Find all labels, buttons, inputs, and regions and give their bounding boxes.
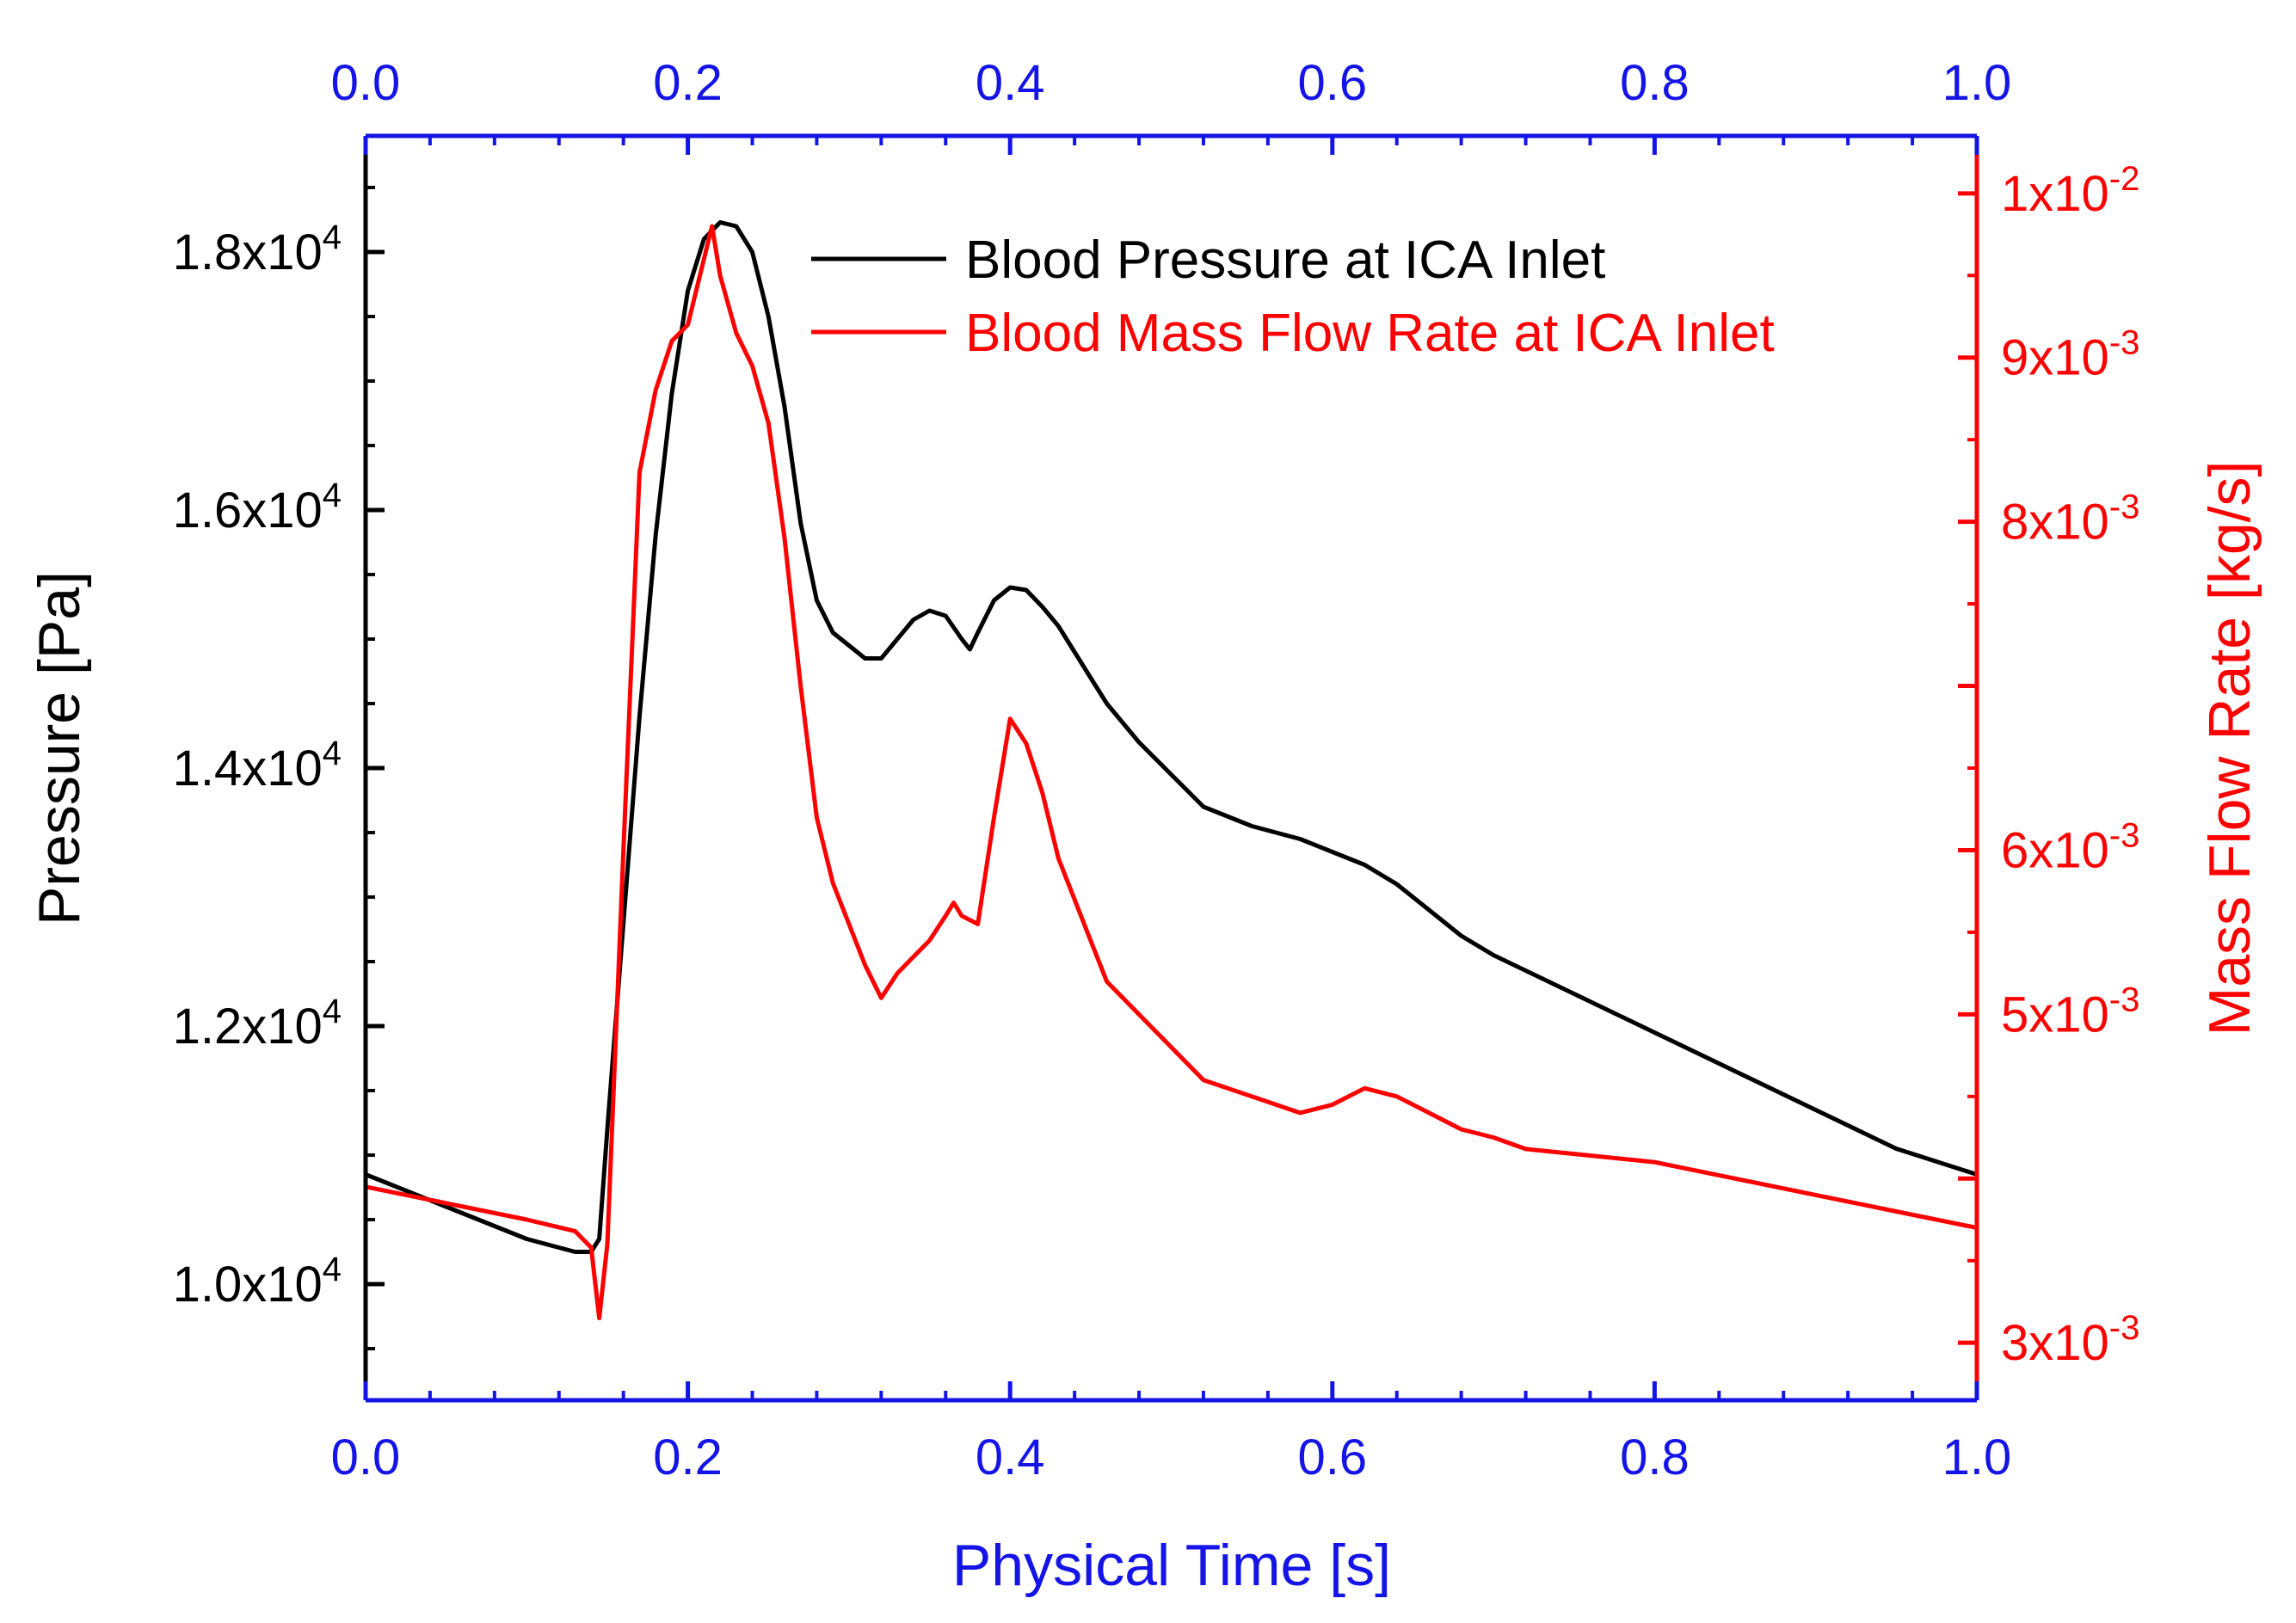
tick-labels: 0.0 0.0 0.2 0.2 0.4 0.4 0.6 0.6 0.8 0.8 1.0 1.0 1.0x… (173, 55, 2140, 1485)
series-line-flow (363, 224, 1979, 1320)
x-tick-label-bottom: 0.0 (331, 1429, 401, 1485)
x-tick-label-bottom: 0.4 (976, 1429, 1045, 1485)
series-line-pressure (363, 220, 1979, 1254)
x-tick-label-bottom: 0.6 (1297, 1429, 1367, 1485)
x-tick-label-top: 0.4 (976, 55, 1045, 111)
y-right-tick-label: 1x10-2 (2001, 160, 2139, 222)
legend-label-flow: Blood Mass Flow Rate at ICA Inlet (965, 304, 1775, 363)
x-tick-label-top: 0.6 (1297, 55, 1367, 111)
x-axis-title: Physical Time [s] (952, 1533, 1391, 1598)
y-right-tick-label: 9x10-3 (2001, 324, 2139, 386)
y-right-tick-label: 8x10-3 (2001, 489, 2139, 550)
plot-lines (363, 220, 1979, 1320)
legend: Blood Pressure at ICA Inlet Blood Mass F… (811, 231, 1775, 363)
y-left-tick-label: 1.4x104 (173, 735, 342, 796)
y-right-tick-label: 6x10-3 (2001, 816, 2139, 878)
x-tick-label-top: 0.8 (1620, 55, 1690, 111)
y-left-tick-label: 1.2x104 (173, 993, 342, 1054)
x-tick-label-bottom: 1.0 (1942, 1429, 2012, 1485)
y-axis-title-left: Pressure [Pa] (27, 571, 92, 925)
axes (363, 133, 1979, 1403)
y-left-tick-label: 1.0x104 (173, 1251, 342, 1313)
y-right-tick-label: 3x10-3 (2001, 1309, 2139, 1371)
y-axis-title-right: Mass Flow Rate [kg/s] (2197, 461, 2262, 1036)
x-tick-label-top: 1.0 (1942, 55, 2012, 111)
y-left-tick-label: 1.6x104 (173, 476, 342, 538)
x-tick-label-top: 0.0 (331, 55, 401, 111)
y-right-tick-label: 5x10-3 (2001, 981, 2139, 1042)
y-left-tick-label: 1.8x104 (173, 218, 342, 280)
x-tick-label-bottom: 0.2 (653, 1429, 723, 1485)
x-tick-label-bottom: 0.8 (1620, 1429, 1690, 1485)
x-tick-label-top: 0.2 (653, 55, 723, 111)
legend-label-pressure: Blood Pressure at ICA Inlet (965, 231, 1605, 290)
